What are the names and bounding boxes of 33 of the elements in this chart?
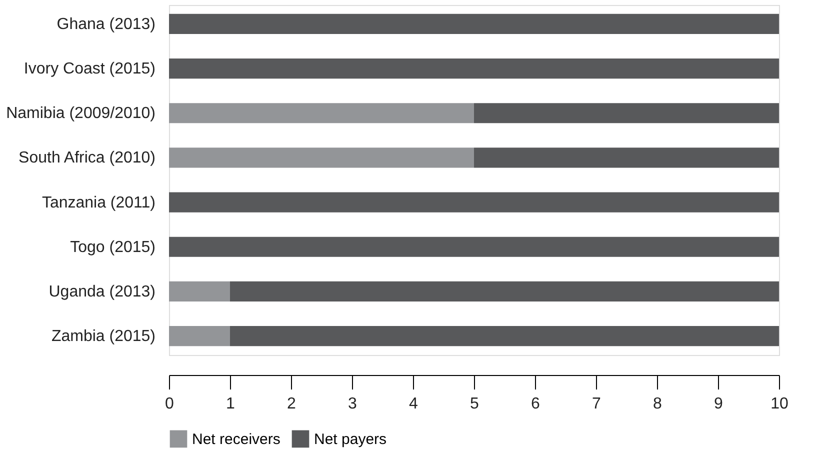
y-tick-label: Togo (2015) [70, 238, 156, 256]
x-tick-label: 4 [409, 396, 418, 412]
y-tick-label: Ivory Coast (2015) [24, 60, 156, 78]
x-tick-label: 2 [287, 396, 296, 412]
x-tick-label: 10 [770, 396, 788, 412]
y-tick-label: Ghana (2013) [56, 16, 156, 33]
bar [169, 281, 230, 302]
y-tick-label: Uganda (2013) [48, 283, 156, 300]
bar [474, 148, 779, 168]
x-tick-label: 8 [653, 396, 662, 412]
y-tick-label: Zambia (2015) [51, 328, 156, 346]
x-tick-label: 5 [470, 396, 480, 412]
bar [169, 236, 779, 257]
bar [169, 103, 474, 124]
bar [169, 192, 779, 212]
legend-label: Net payers [314, 430, 387, 448]
x-tick-label: 0 [165, 396, 174, 412]
y-tick-label: Tanzania (2011) [42, 194, 156, 212]
bar [169, 326, 230, 346]
legend-label: Net receivers [192, 430, 280, 448]
x-tick-label: 6 [531, 396, 540, 412]
bar [230, 326, 779, 346]
y-tick-label: Namibia (2009/2010) [6, 105, 156, 122]
x-tick-label: 1 [226, 396, 236, 412]
x-tick-label: 3 [348, 396, 358, 412]
bar [474, 103, 779, 124]
x-tick-label: 9 [714, 396, 724, 412]
bar [169, 14, 779, 34]
bar [230, 281, 779, 302]
y-tick-label: South Africa (2010) [18, 150, 156, 167]
x-tick-label: 7 [592, 396, 602, 412]
bar [169, 148, 474, 168]
bar [169, 58, 779, 79]
